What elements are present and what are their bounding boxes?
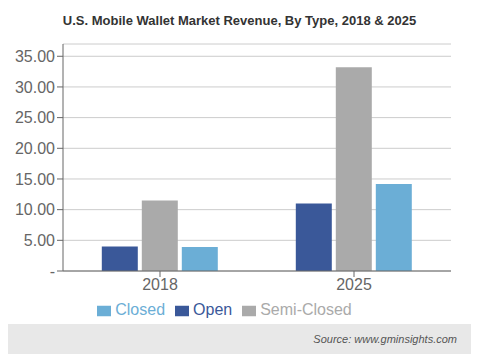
html-text:Closed: Closed [115, 301, 165, 318]
html-text:Semi-Closed: Semi-Closed [260, 301, 352, 318]
html-text:Source: www.gminsights.com: Source: www.gminsights.com [313, 333, 457, 345]
svg-text:30.00: 30.00 [15, 79, 55, 96]
html-text:Open: Open [193, 301, 233, 318]
svg-text:2018: 2018 [142, 276, 178, 293]
svg-text:35.00: 35.00 [15, 48, 55, 65]
svg-text:20.00: 20.00 [15, 140, 55, 157]
svg-text:10.00: 10.00 [15, 201, 55, 218]
svg-text:25.00: 25.00 [15, 109, 55, 126]
svg-text:-: - [50, 263, 55, 280]
svg-text:15.00: 15.00 [15, 171, 55, 188]
svg-text:2025: 2025 [336, 276, 372, 293]
html-text:U.S. Mobile Wallet Market Reve: U.S. Mobile Wallet Market Revenue, By Ty… [62, 13, 417, 28]
svg-text:5.00: 5.00 [24, 232, 55, 249]
